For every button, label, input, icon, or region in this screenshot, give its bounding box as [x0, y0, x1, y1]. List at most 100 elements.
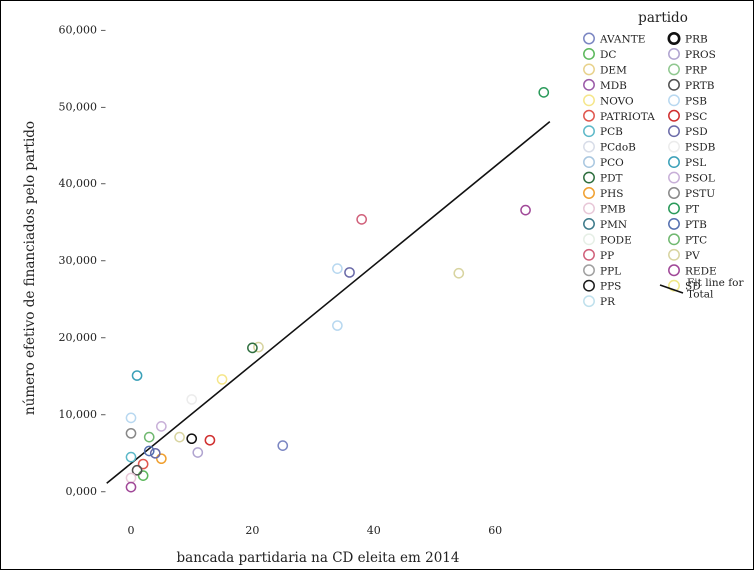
legend-marker — [668, 264, 680, 277]
legend-fit-label: Fit line for — [687, 277, 744, 289]
legend-label: PSOL — [685, 173, 715, 185]
legend-label: PR — [600, 296, 616, 308]
data-point — [204, 434, 216, 446]
legend-marker — [583, 63, 595, 76]
legend-label: PRTB — [685, 80, 715, 92]
legend-label: PSD — [685, 126, 708, 138]
legend-label: PRB — [685, 34, 708, 46]
legend: partido AVANTE DC DEM MDB NOVO PATRIOTA PCB PCd… — [583, 10, 744, 308]
legend-marker — [583, 248, 595, 261]
legend-marker — [583, 109, 595, 122]
legend-marker — [668, 279, 680, 292]
legend-label: PPL — [600, 265, 621, 277]
legend-marker — [583, 48, 595, 60]
legend-fit-label: Total — [687, 289, 714, 301]
legend-marker — [583, 78, 595, 91]
y-axis-ticks: 0,000 – 10,000 – 20,000 – 30,000 – 40,000 – 5… — [59, 23, 107, 498]
legend-marker — [668, 94, 680, 107]
data-point — [344, 267, 355, 278]
data-point — [131, 464, 143, 476]
x-tick-label: 20 — [245, 524, 259, 537]
x-axis-ticks: 0 20 40 60 — [128, 524, 503, 537]
y-tick-label: 20,000 – — [59, 331, 107, 344]
legend-marker — [668, 233, 680, 246]
legend-marker — [583, 217, 595, 230]
legend-label: PT — [685, 203, 699, 215]
y-tick-label: 0,000 – — [66, 485, 107, 498]
legend-label: PTB — [685, 219, 707, 231]
legend-marker — [583, 171, 595, 184]
legend-label: REDE — [685, 265, 717, 277]
data-point — [186, 394, 198, 405]
x-tick-label: 40 — [367, 524, 381, 537]
legend-marker — [583, 140, 595, 153]
legend-marker — [667, 31, 681, 45]
legend-marker — [668, 156, 680, 169]
legend-marker — [583, 279, 595, 292]
legend-label: PATRIOTA — [600, 111, 655, 123]
data-point — [247, 342, 258, 354]
data-point — [156, 453, 167, 465]
data-point — [332, 320, 343, 331]
data-point — [125, 472, 137, 484]
legend-fit-line — [659, 284, 684, 294]
legend-label: PMB — [600, 203, 626, 215]
legend-label: DEM — [600, 64, 627, 76]
data-point — [125, 451, 137, 463]
data-point — [143, 431, 155, 443]
legend-label: DC — [600, 49, 616, 61]
legend-label: PCO — [600, 157, 624, 169]
legend-marker — [583, 125, 595, 138]
data-point — [131, 370, 143, 381]
x-tick-label: 60 — [488, 524, 502, 537]
data-point — [125, 427, 137, 439]
legend-marker — [668, 217, 680, 230]
data-point — [156, 421, 167, 432]
legend-marker — [583, 264, 595, 277]
data-point — [277, 440, 289, 451]
legend-marker — [668, 63, 680, 76]
data-point — [253, 341, 264, 353]
data-point — [520, 204, 531, 216]
data-point — [192, 447, 204, 458]
y-tick-label: 10,000 – — [59, 408, 107, 421]
legend-label: PRP — [685, 64, 707, 76]
legend-title: partido — [638, 10, 688, 26]
data-point — [216, 374, 228, 385]
y-tick-label: 50,000 – — [59, 100, 107, 113]
x-tick-label: 0 — [128, 524, 135, 537]
legend-label: PV — [685, 250, 700, 262]
legend-label: SD — [685, 281, 701, 293]
x-axis-title: bancada partidaria na CD eleita em 2014 — [177, 550, 460, 566]
data-point — [149, 447, 161, 459]
data-point — [137, 470, 149, 481]
legend-marker — [583, 94, 595, 107]
legend-label: PSDB — [685, 142, 716, 154]
legend-marker — [668, 48, 680, 60]
legend-marker — [583, 32, 595, 45]
legend-marker — [583, 156, 595, 169]
data-point — [143, 445, 155, 457]
legend-label: PHS — [600, 188, 623, 200]
legend-marker — [668, 202, 680, 215]
legend-label: PMN — [600, 219, 627, 231]
legend-label: PSL — [685, 157, 706, 169]
y-tick-label: 40,000 – — [59, 177, 107, 190]
legend-marker — [583, 233, 595, 246]
data-point — [356, 214, 368, 225]
legend-label: PSC — [685, 111, 707, 123]
data-point — [125, 412, 137, 424]
data-points — [125, 87, 550, 493]
legend-label: MDB — [600, 80, 627, 92]
legend-label: PCdoB — [600, 142, 636, 154]
legend-marker — [583, 202, 595, 215]
legend-label: PTC — [685, 234, 707, 246]
data-point — [174, 431, 185, 443]
data-point — [125, 481, 137, 493]
data-point — [453, 267, 465, 279]
legend-marker — [668, 248, 680, 261]
legend-label: AVANTE — [599, 34, 645, 46]
legend-label: PSB — [685, 95, 707, 107]
